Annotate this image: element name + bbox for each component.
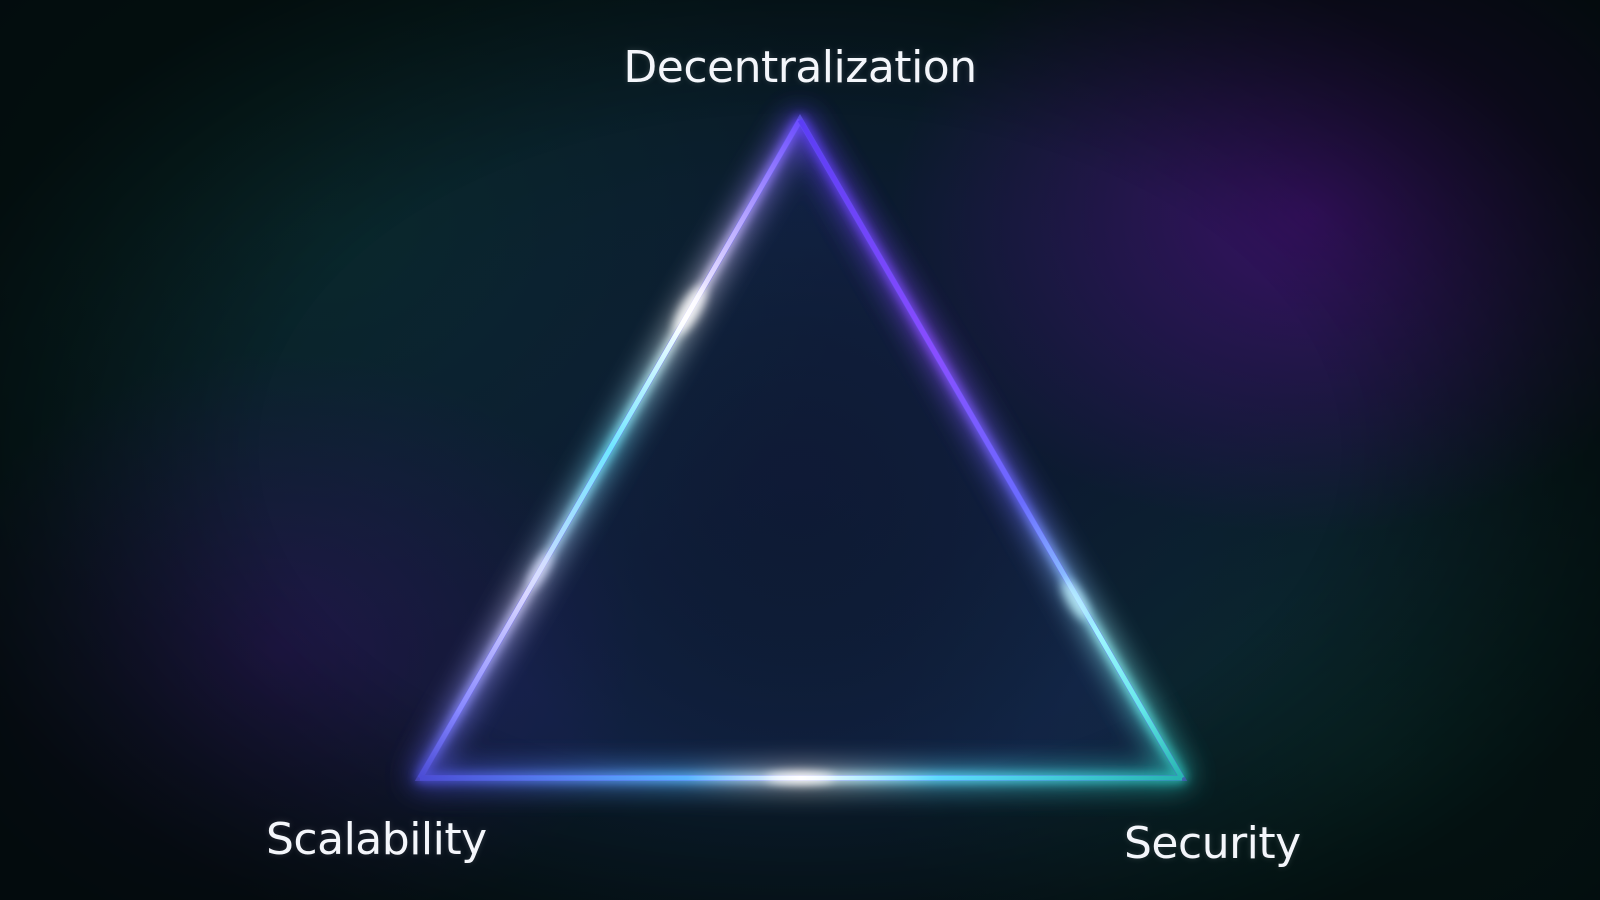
vertex-label-security: Security <box>1124 818 1301 869</box>
vertex-label-decentralization: Decentralization <box>623 42 977 93</box>
glow-hotspots <box>528 286 1088 783</box>
vertex-label-scalability: Scalability <box>266 814 487 865</box>
triangle-inner-glow <box>420 120 1182 778</box>
